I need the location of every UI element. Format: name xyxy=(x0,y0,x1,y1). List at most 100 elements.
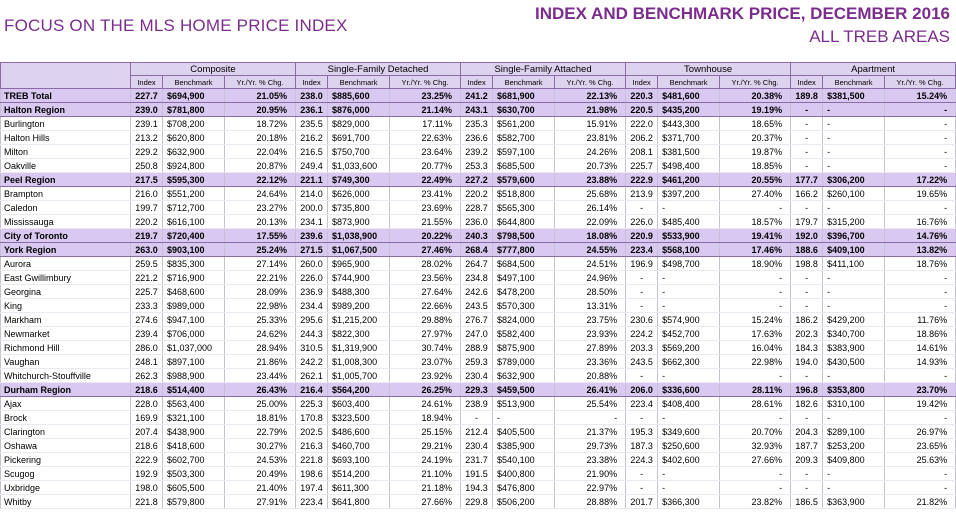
cell: 198.0 xyxy=(130,480,163,495)
cell: $632,900 xyxy=(162,144,225,159)
area-row: Ajax 228.0 $563,400 25.00% 225.3 $603,400 24.6… xyxy=(0,396,956,411)
cell: $340,700 xyxy=(822,326,886,341)
cell: 22.97% xyxy=(554,480,627,495)
cell: - xyxy=(460,410,494,425)
cell: 235.3 xyxy=(460,116,494,131)
cell: 27.66% xyxy=(719,452,792,467)
cell: 20.88% xyxy=(554,368,627,383)
row-label: Pickering xyxy=(0,452,131,467)
cell: - xyxy=(625,270,659,285)
cell: - xyxy=(719,410,792,425)
cell: $253,200 xyxy=(822,438,886,453)
cell: 213.2 xyxy=(130,130,163,145)
cell: 19.41% xyxy=(719,228,792,243)
cell: $1,319,900 xyxy=(327,340,391,355)
cell: 23.70% xyxy=(884,382,956,397)
cell: - xyxy=(884,130,956,145)
cell: - xyxy=(790,368,824,383)
cell: 184.3 xyxy=(790,340,824,355)
cell: 18.76% xyxy=(884,256,956,271)
cell: $460,700 xyxy=(327,438,391,453)
cell: 235.5 xyxy=(295,116,329,131)
cell: - xyxy=(657,270,721,285)
cell: 23.81% xyxy=(554,130,627,145)
cell: 27.89% xyxy=(554,340,627,355)
cell: - xyxy=(790,200,824,215)
cell: 221.8 xyxy=(130,494,163,509)
cell: $989,200 xyxy=(327,298,391,313)
row-label: Richmond Hill xyxy=(0,340,131,355)
cell: 23.25% xyxy=(389,88,462,103)
cell: - xyxy=(719,270,792,285)
cell: - xyxy=(657,480,721,495)
cell: $789,000 xyxy=(492,354,556,369)
page-title: INDEX AND BENCHMARK PRICE, DECEMBER 2016 xyxy=(535,4,950,23)
area-row: Oakville 250.8 $924,800 20.87% 249.4 $1,033,6… xyxy=(0,158,956,173)
cell: 20.55% xyxy=(719,172,792,187)
cell: - xyxy=(884,284,956,299)
cell: - xyxy=(657,466,721,481)
cell: $579,600 xyxy=(492,172,556,187)
page-left-title: FOCUS ON THE MLS HOME PRICE INDEX xyxy=(4,16,348,35)
row-label: Vaughan xyxy=(0,354,131,369)
cell: $829,000 xyxy=(327,116,391,131)
cell: $260,100 xyxy=(822,186,886,201)
area-row: Caledon 199.7 $712,700 23.27% 200.0 $735,800 2… xyxy=(0,200,956,215)
cell: $486,600 xyxy=(327,424,391,439)
group-header: Townhouse xyxy=(625,62,792,76)
cell: $514,400 xyxy=(162,382,225,397)
cell: 25.24% xyxy=(223,242,297,257)
row-label: Burlington xyxy=(0,116,131,131)
row-label: Markham xyxy=(0,312,131,327)
cell: 27.46% xyxy=(389,242,462,257)
cell: 30.74% xyxy=(389,340,462,355)
cell: $366,300 xyxy=(657,494,721,509)
cell: 207.4 xyxy=(130,424,163,439)
cell: 22.04% xyxy=(223,144,297,159)
cell: 213.9 xyxy=(625,186,659,201)
cell: $353,800 xyxy=(822,382,886,397)
cell: $574,900 xyxy=(657,312,721,327)
cell: - xyxy=(884,466,956,481)
cell: 192.9 xyxy=(130,466,163,481)
cell: - xyxy=(625,368,659,383)
cell: 28.02% xyxy=(389,256,462,271)
cell: 18.08% xyxy=(554,228,627,243)
cell: 220.9 xyxy=(625,228,659,243)
column-header: Yr./Yr. % Chg. xyxy=(223,75,297,89)
cell: 219.7 xyxy=(130,228,163,243)
cell: 23.27% xyxy=(223,200,297,215)
cell: $873,900 xyxy=(327,214,391,229)
cell: 26.41% xyxy=(554,382,627,397)
area-row: Brock 169.9 $321,100 18.81% 170.8 $323,500 18.… xyxy=(0,410,956,425)
cell: $250,600 xyxy=(657,438,721,453)
cell: 202.3 xyxy=(790,326,824,341)
cell: $947,100 xyxy=(162,312,225,327)
cell: - xyxy=(657,368,721,383)
area-row: Milton 229.2 $632,900 22.04% 216.5 $750,700 23… xyxy=(0,144,956,159)
cell: 236.0 xyxy=(460,214,494,229)
area-row: Burlington 239.1 $708,200 18.72% 235.5 $829,0… xyxy=(0,116,956,131)
cell: $551,200 xyxy=(162,186,225,201)
cell: $875,900 xyxy=(492,340,556,355)
cell: $569,200 xyxy=(657,340,721,355)
cell: $712,700 xyxy=(162,200,225,215)
row-label: Caledon xyxy=(0,200,131,215)
cell: - xyxy=(790,466,824,481)
cell: 276.7 xyxy=(460,312,494,327)
cell: $397,200 xyxy=(657,186,721,201)
cell: $336,600 xyxy=(657,382,721,397)
cell: 23.07% xyxy=(389,354,462,369)
cell: 21.18% xyxy=(389,480,462,495)
cell: 238.9 xyxy=(460,396,494,411)
cell: 23.41% xyxy=(389,186,462,201)
cell: $461,200 xyxy=(657,172,721,187)
cell: $498,400 xyxy=(657,158,721,173)
cell: $681,900 xyxy=(492,88,556,103)
cell: $564,200 xyxy=(327,382,391,397)
cell: 26.25% xyxy=(389,382,462,397)
cell: 27.64% xyxy=(389,284,462,299)
cell: 264.7 xyxy=(460,256,494,271)
cell: $402,600 xyxy=(657,452,721,467)
cell: 17.46% xyxy=(719,242,792,257)
